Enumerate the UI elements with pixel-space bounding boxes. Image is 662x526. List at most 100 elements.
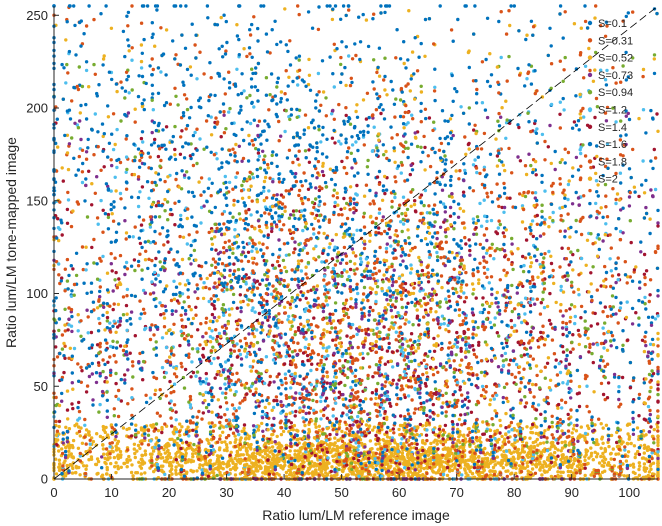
data-point [591, 471, 595, 475]
data-point [520, 448, 525, 452]
data-point [249, 442, 253, 447]
data-point [279, 465, 283, 470]
data-point [101, 443, 105, 447]
data-point [519, 469, 524, 474]
data-point [374, 392, 378, 396]
data-point [156, 154, 161, 159]
data-point [163, 451, 167, 455]
data-point [656, 365, 660, 370]
data-point [281, 429, 286, 434]
data-point [57, 468, 62, 473]
data-point [405, 447, 409, 451]
data-point [421, 372, 425, 377]
data-point [587, 426, 591, 431]
data-point [459, 413, 463, 417]
data-point [471, 336, 475, 340]
data-point [341, 434, 345, 438]
data-point [467, 399, 471, 403]
data-point [187, 304, 191, 309]
data-point [574, 471, 579, 475]
data-point [489, 346, 494, 351]
data-point [233, 468, 238, 472]
data-point [334, 448, 338, 452]
data-point [270, 445, 275, 449]
data-point [603, 449, 607, 454]
data-point [529, 82, 534, 86]
data-point [279, 392, 283, 396]
data-point [260, 421, 264, 426]
data-point [549, 322, 553, 326]
data-point [542, 343, 547, 347]
data-point [230, 363, 234, 367]
data-point [495, 231, 500, 236]
data-point [432, 203, 437, 207]
data-point [358, 399, 362, 403]
data-point [210, 398, 214, 403]
data-point [443, 205, 447, 209]
data-point [313, 453, 317, 458]
data-point [275, 164, 279, 169]
data-point [443, 454, 448, 458]
data-point [391, 427, 395, 431]
data-point [606, 381, 611, 385]
data-point [519, 264, 523, 269]
data-point [250, 85, 254, 89]
data-point [361, 356, 365, 360]
data-point [224, 443, 229, 447]
data-point [216, 356, 220, 360]
data-point [576, 459, 581, 463]
data-point [446, 289, 450, 293]
data-point [256, 151, 261, 155]
data-point [460, 322, 465, 327]
data-point [126, 357, 130, 361]
data-point [540, 473, 544, 477]
data-point [553, 461, 557, 465]
data-point [148, 292, 153, 296]
data-point [220, 474, 224, 478]
data-point [54, 345, 58, 349]
data-point [521, 254, 525, 259]
data-point [394, 338, 398, 342]
data-point [63, 459, 67, 463]
data-point [175, 450, 180, 454]
data-point [401, 376, 405, 380]
data-point [468, 469, 472, 474]
data-point [521, 466, 525, 470]
data-point [216, 262, 220, 266]
data-point [144, 249, 148, 253]
data-point [186, 339, 191, 343]
data-point [474, 242, 478, 246]
data-point [233, 464, 237, 468]
data-point [111, 307, 115, 312]
data-point [275, 434, 279, 439]
data-point [215, 226, 219, 231]
data-point [333, 308, 338, 313]
data-point [567, 362, 572, 366]
data-point [180, 425, 184, 429]
data-point [635, 426, 640, 430]
data-point [473, 451, 477, 455]
data-point [324, 447, 329, 451]
data-point [251, 470, 256, 474]
data-point [611, 447, 615, 451]
data-point [525, 464, 530, 469]
data-point [415, 316, 419, 320]
data-point [153, 137, 157, 142]
data-point [621, 440, 625, 444]
data-point [579, 425, 583, 429]
data-point [397, 334, 401, 338]
data-point [348, 423, 352, 428]
data-point [637, 323, 641, 327]
data-point [70, 471, 75, 475]
data-point [84, 157, 89, 161]
data-point [71, 461, 76, 465]
data-point [422, 296, 426, 300]
data-point [63, 356, 67, 360]
data-point [482, 468, 486, 473]
data-point [364, 423, 369, 427]
data-point [357, 435, 361, 439]
data-point [647, 299, 651, 304]
data-point [427, 116, 432, 120]
data-point [68, 463, 73, 467]
data-point [437, 468, 442, 472]
